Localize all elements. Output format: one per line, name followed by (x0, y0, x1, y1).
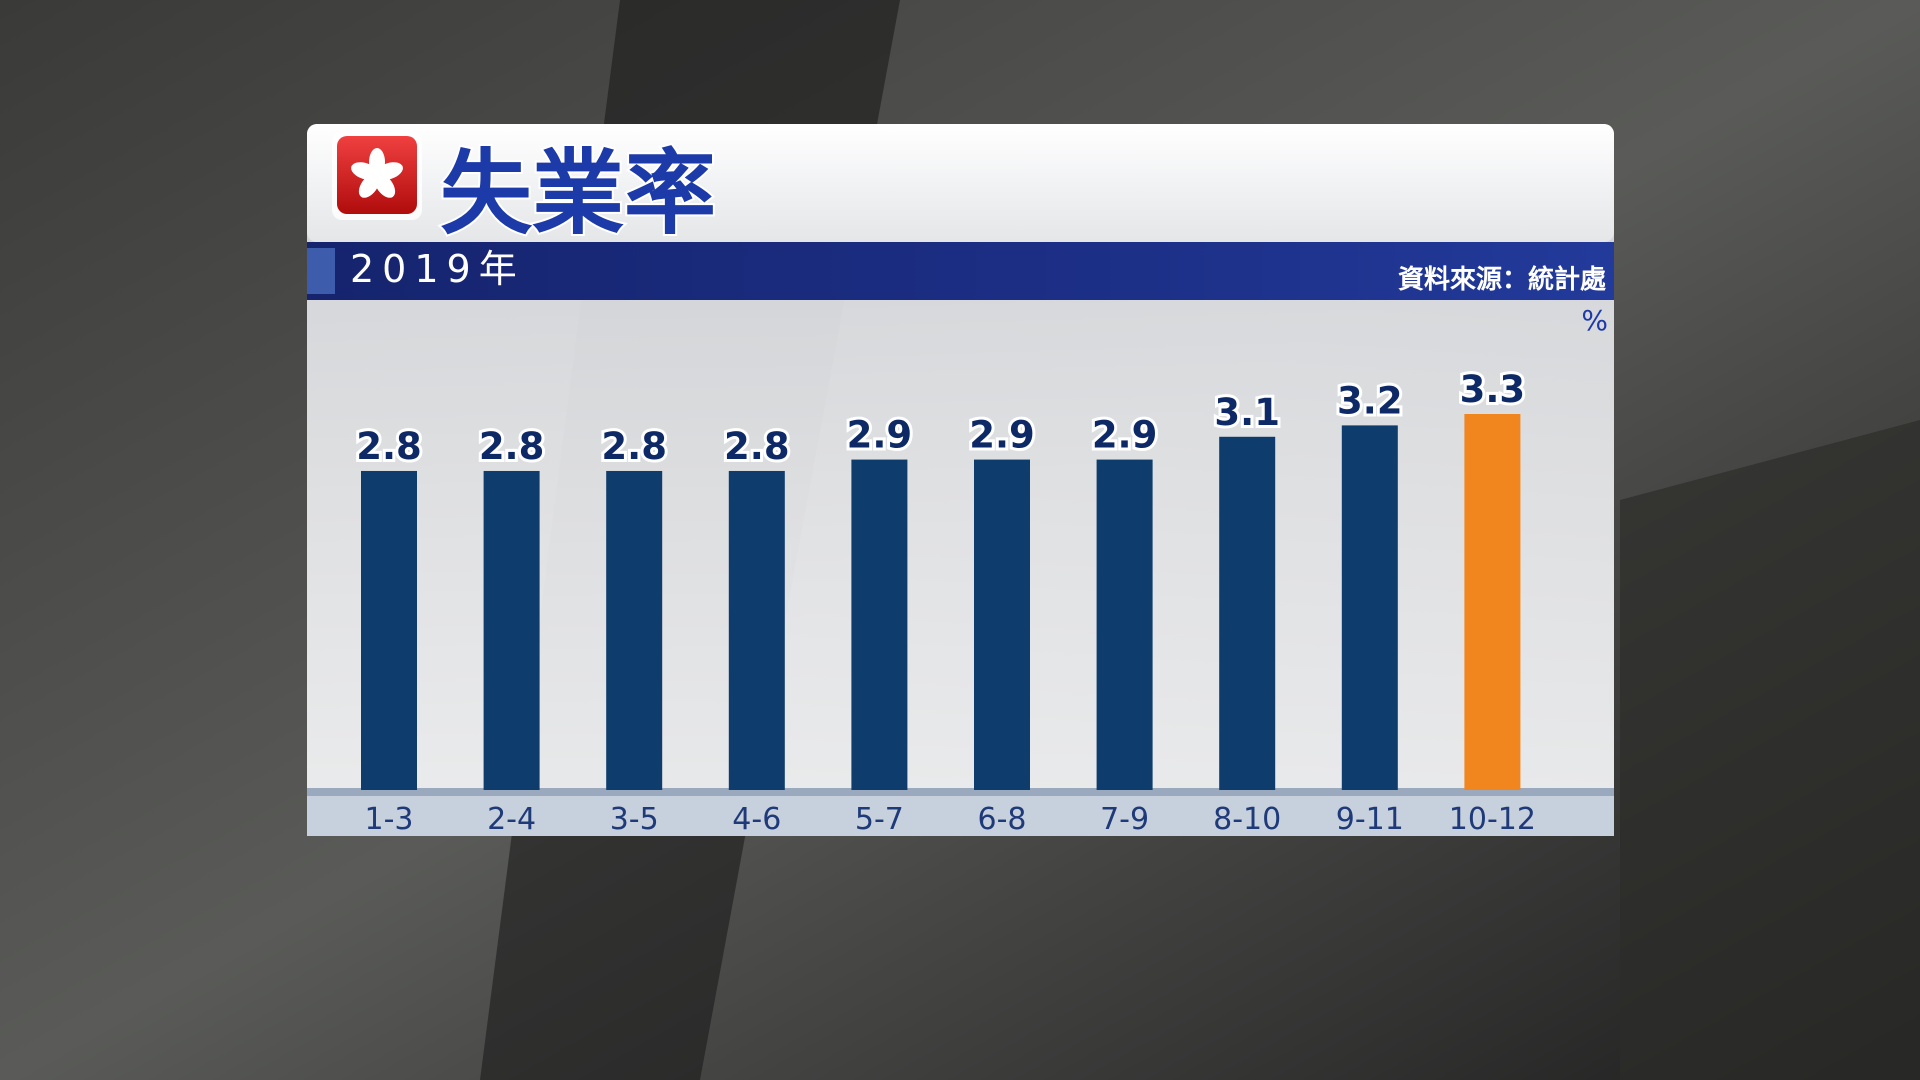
value-label: 2.8 (356, 425, 422, 468)
value-label: 2.8 (479, 425, 545, 468)
x-tick-label: 5-7 (855, 802, 904, 837)
x-tick-label: 1-3 (365, 802, 414, 837)
bar (1219, 436, 1276, 790)
baseline (307, 788, 1614, 796)
value-label: 2.9 (847, 414, 913, 457)
logo (332, 132, 422, 220)
subtitle-band (307, 242, 1614, 300)
value-label: 3.2 (1337, 379, 1403, 422)
band-accent (307, 248, 335, 294)
x-tick-label: 7-9 (1100, 802, 1149, 837)
value-label: 2.9 (1092, 414, 1158, 457)
bar (606, 470, 663, 790)
bar (851, 459, 908, 790)
value-label: 2.9 (969, 414, 1035, 457)
x-tick-label: 9-11 (1336, 802, 1404, 837)
x-tick-label: 6-8 (978, 802, 1027, 837)
x-tick-label: 2-4 (487, 802, 536, 837)
x-tick-label: 3-5 (610, 802, 659, 837)
chart-title: 失業率 (440, 140, 716, 247)
x-tick-label: 4-6 (732, 802, 781, 837)
x-tick-label: 10-12 (1449, 802, 1536, 837)
bar (1341, 425, 1398, 790)
value-label: 2.8 (724, 425, 790, 468)
bar (483, 470, 540, 790)
bar (1464, 414, 1521, 790)
value-label: 3.1 (1214, 391, 1280, 434)
bar (974, 459, 1030, 790)
value-label: 3.3 (1460, 368, 1526, 411)
bar (728, 470, 785, 790)
header (307, 124, 1614, 242)
bar (1096, 459, 1153, 790)
chart-subtitle: 2019年 (350, 247, 525, 291)
x-tick-label: 8-10 (1213, 802, 1281, 837)
value-label: 2.8 (601, 425, 667, 468)
category-band (307, 792, 1614, 836)
source-note: 資料來源：統計處 (1398, 264, 1606, 295)
background-shade (1620, 420, 1920, 1080)
bar (361, 470, 417, 790)
unit-label: % (1581, 304, 1608, 337)
